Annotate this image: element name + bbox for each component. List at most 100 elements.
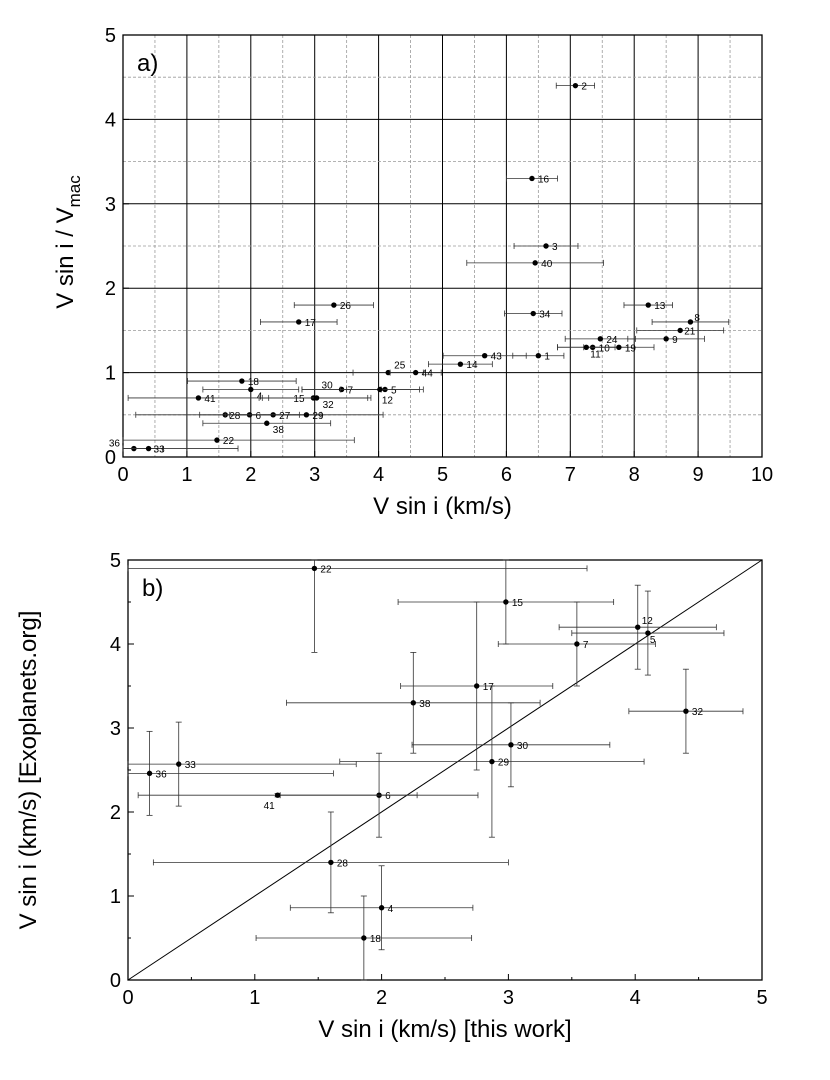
point-label: 26: [340, 301, 352, 312]
data-point: [248, 386, 254, 393]
point-label: 25: [394, 361, 406, 372]
data-point: [532, 260, 538, 266]
data-point: [574, 641, 580, 647]
point-label: 12: [382, 395, 394, 406]
data-point-group: 17: [400, 601, 554, 771]
data-point: [543, 243, 549, 249]
point-label: 41: [264, 801, 276, 812]
data-point-group: 9: [627, 335, 705, 346]
data-point: [457, 361, 464, 367]
data-point-group: 29: [229, 411, 384, 422]
point-label: 16: [538, 174, 550, 185]
data-point: [529, 175, 535, 182]
point-label: 8: [694, 313, 700, 324]
point-label: 13: [654, 301, 666, 312]
data-point-group: 30: [411, 702, 611, 788]
data-point: [176, 761, 182, 767]
data-point-group: 15: [397, 559, 615, 645]
data-point-group: 28: [152, 811, 509, 914]
x-tick-label: 3: [309, 464, 320, 486]
data-point-group: 3: [513, 242, 579, 253]
data-point-group: 18: [187, 377, 297, 388]
data-point-group: 21: [636, 326, 725, 337]
point-label: 5: [650, 635, 656, 646]
data-point: [145, 445, 152, 452]
point-label: 14: [466, 360, 478, 371]
point-label: 22: [320, 564, 332, 575]
y-tick-label: 5: [105, 25, 116, 47]
point-label: 30: [517, 741, 529, 752]
x-tick-label: 0: [117, 464, 128, 486]
y-axis-title-main: V sin i / V: [52, 207, 79, 308]
data-point: [663, 336, 669, 342]
point-label: 17: [305, 318, 317, 329]
point-label: 11: [590, 349, 601, 360]
y-tick-label: 3: [105, 194, 116, 216]
point-label: 30: [322, 380, 334, 391]
y-tick-label: 2: [105, 278, 116, 300]
y-axis-title-group: V sin i / Vmac: [52, 175, 84, 309]
data-point: [377, 386, 383, 393]
data-point-group: 5: [571, 590, 725, 676]
data-point-group: 34: [504, 310, 563, 321]
data-point: [296, 319, 302, 325]
point-label: 28: [337, 858, 349, 869]
y-tick-label: 5: [110, 550, 121, 572]
y-tick-label: 2: [110, 802, 121, 824]
point-label: 5: [391, 385, 397, 396]
point-label: 3: [552, 242, 558, 253]
data-point-group: 40: [466, 259, 604, 270]
point-label: 33: [154, 445, 166, 456]
point-label: 32: [323, 400, 335, 411]
data-point: [385, 369, 391, 376]
data-point-group: 41: [137, 792, 418, 812]
data-point-group: 38: [286, 652, 541, 754]
data-point-group: 33: [122, 445, 239, 456]
data-point: [474, 683, 480, 689]
point-label: 22: [223, 436, 235, 447]
data-point: [635, 624, 641, 630]
data-point-group: 33: [127, 721, 357, 807]
data-point: [616, 344, 622, 350]
data-point-group: 2: [555, 82, 595, 93]
point-label: 27: [279, 411, 291, 422]
data-point-group: 4: [202, 386, 300, 402]
data-point-group: 25: [352, 361, 424, 376]
y-axis-title: V sin i / Vmac: [52, 175, 84, 309]
data-point: [303, 412, 310, 418]
point-label: 44: [422, 369, 434, 380]
point-label: 32: [692, 707, 704, 718]
point-label: 19: [625, 343, 637, 354]
y-tick-label: 1: [105, 363, 116, 385]
y-tick-label: 4: [105, 109, 116, 131]
data-point-group: 32: [261, 394, 372, 411]
data-point: [239, 378, 245, 384]
x-tick-label: 1: [249, 987, 260, 1009]
data-point-group: 43: [442, 352, 527, 363]
data-point: [328, 859, 334, 866]
point-label: 4: [388, 904, 394, 915]
panel-label: b): [142, 575, 163, 602]
point-label: 6: [385, 791, 391, 802]
data-point-group: 24: [564, 335, 636, 346]
data-point-group: 7: [497, 601, 656, 687]
data-point: [311, 565, 318, 572]
data-point: [274, 792, 281, 798]
data-point: [677, 327, 683, 334]
point-label: 18: [370, 934, 382, 945]
data-point-group: 16: [505, 174, 558, 185]
y-tick-label: 0: [110, 970, 121, 992]
data-point-group: 32: [628, 668, 744, 754]
point-label: 43: [491, 352, 503, 363]
point-label: 33: [185, 760, 197, 771]
data-point: [378, 905, 385, 911]
data-point: [361, 935, 367, 941]
reference-line: [127, 559, 763, 981]
data-point-group: 18: [255, 895, 473, 981]
data-point: [530, 310, 536, 317]
x-tick-label: 8: [629, 464, 640, 486]
point-label: 34: [539, 310, 551, 321]
data-point-group: 12: [558, 584, 717, 670]
